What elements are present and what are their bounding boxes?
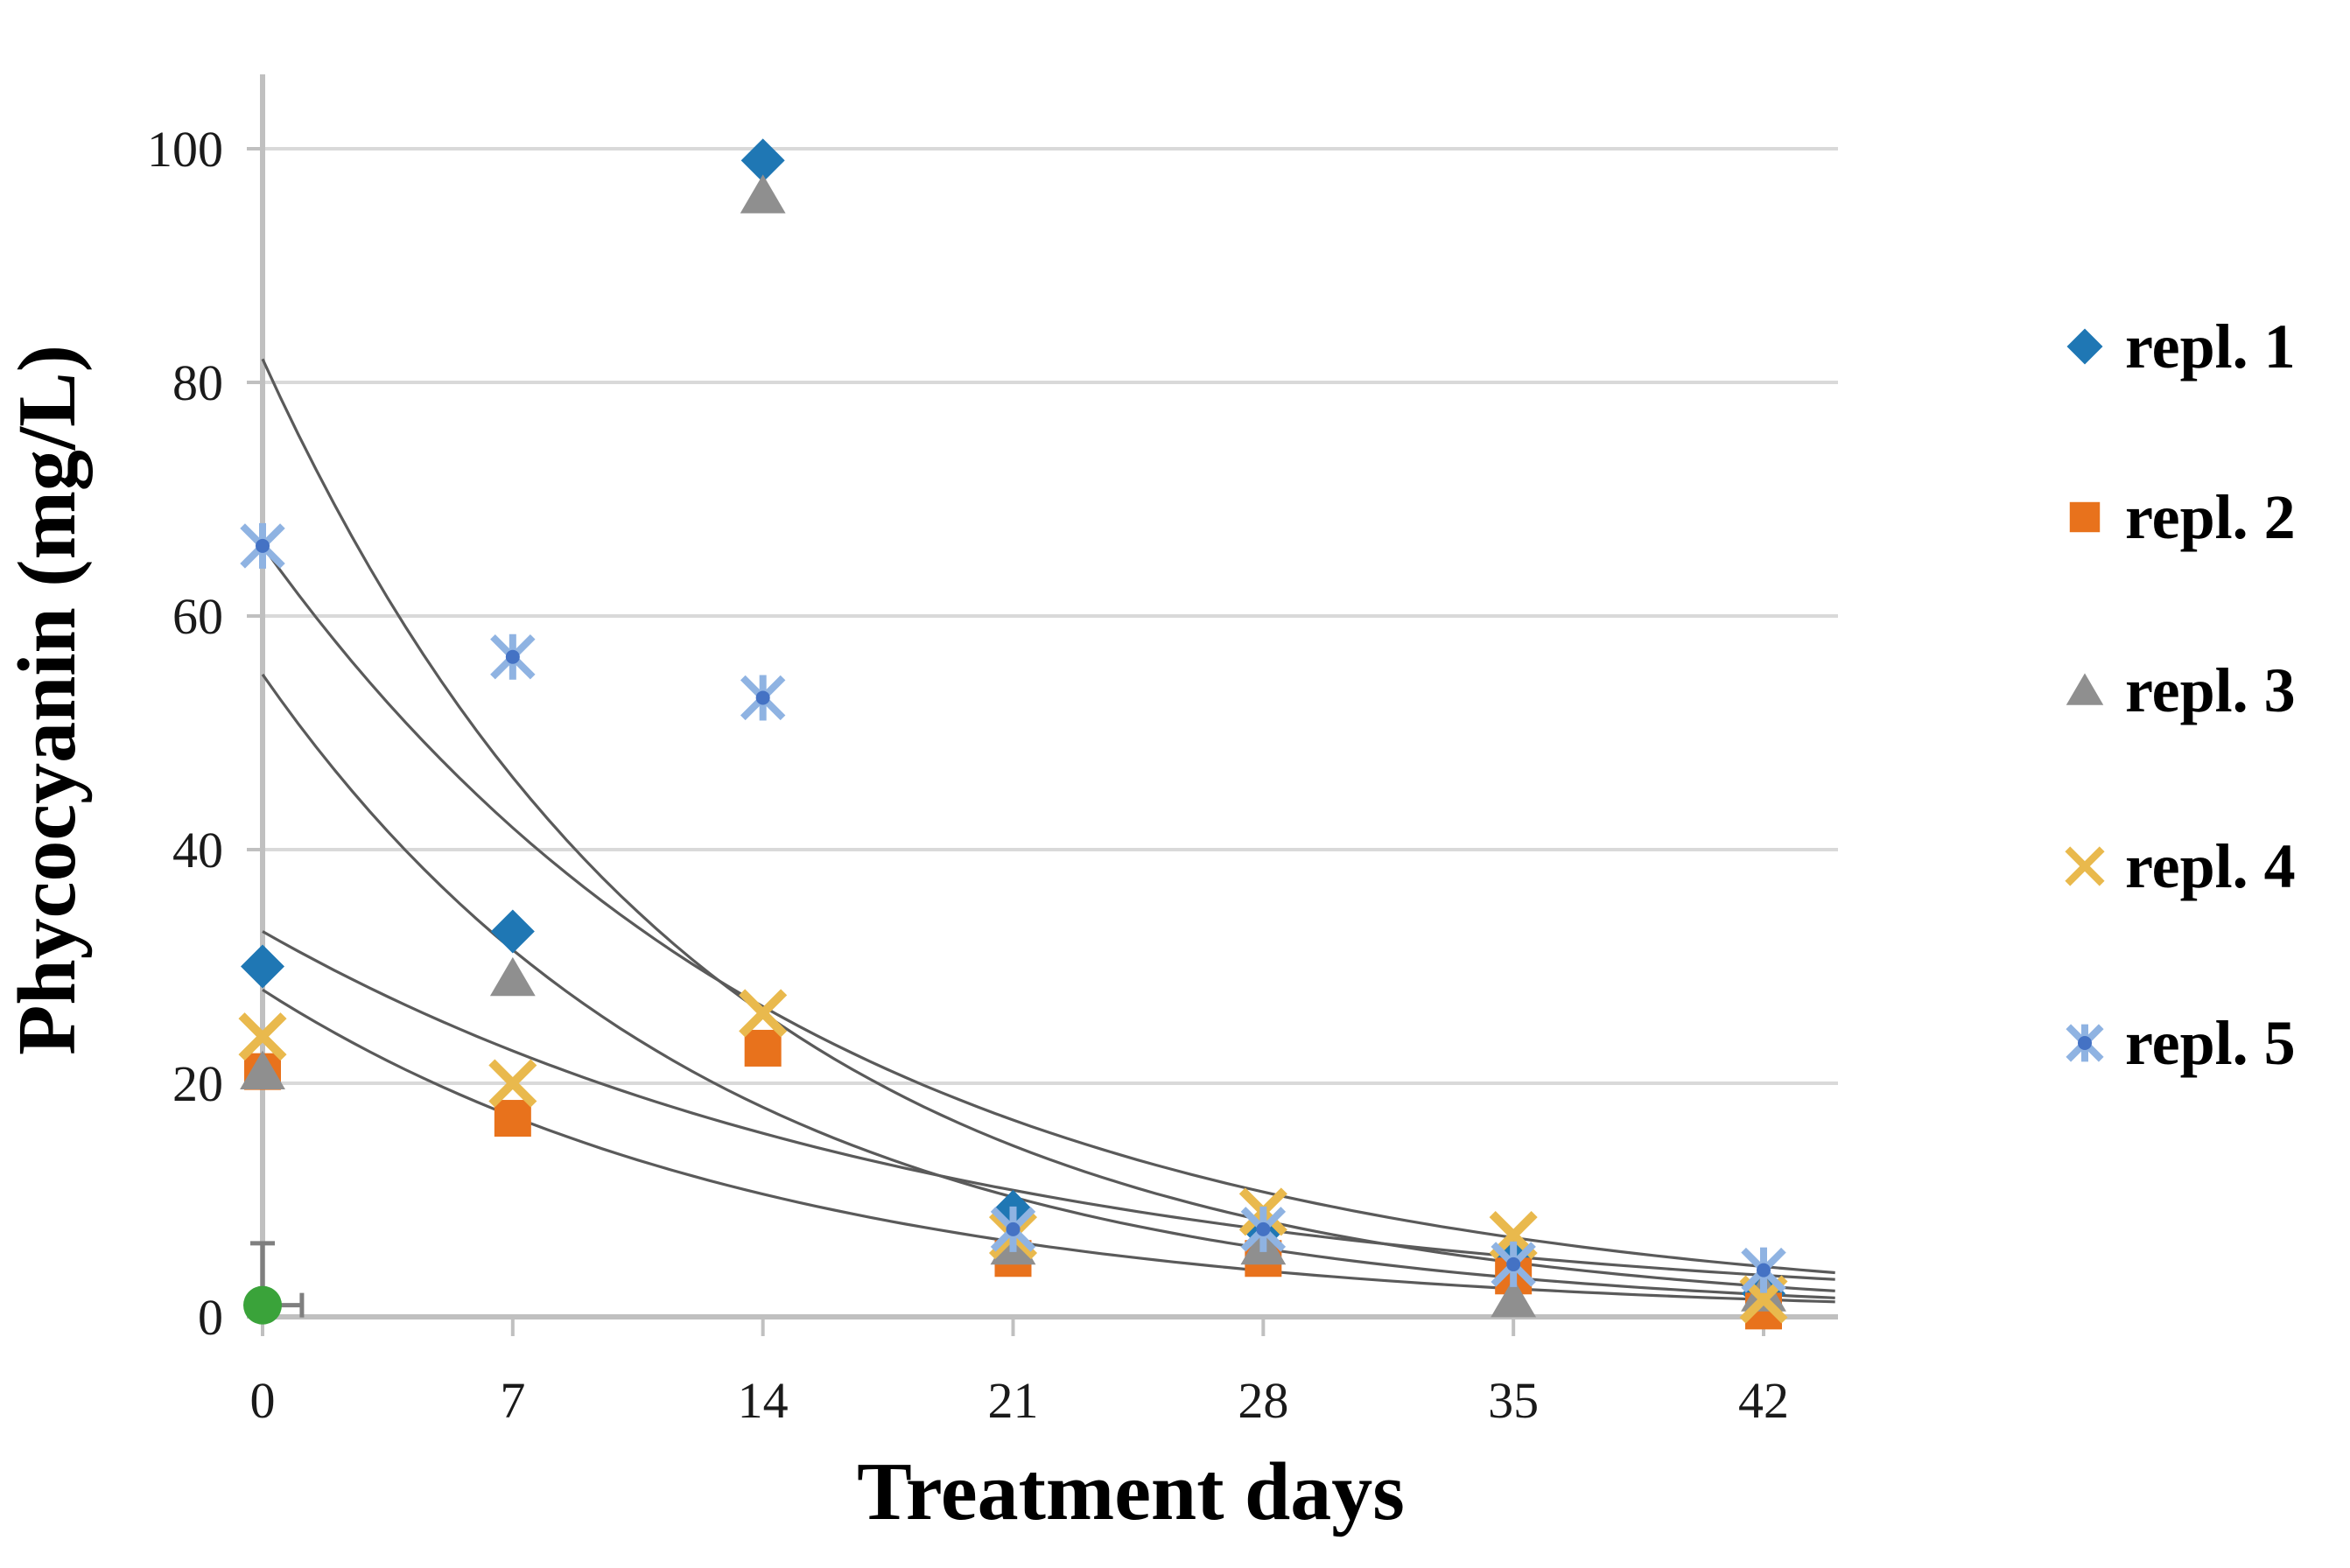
legend-item-5: repl. 5: [2066, 1008, 2296, 1078]
y-tick-label-60: 60: [172, 588, 223, 645]
legend-item-2: repl. 2: [2069, 482, 2296, 552]
data-point-asterisk-center: [755, 690, 770, 705]
y-tick-label-80: 80: [172, 354, 223, 411]
data-point-asterisk-center: [1006, 1222, 1021, 1236]
data-point-diamond: [490, 909, 535, 954]
legend-item-4: repl. 4: [2065, 831, 2296, 901]
x-tick-label-0: 0: [250, 1372, 276, 1429]
legend-label-5: repl. 5: [2125, 1008, 2296, 1078]
data-point-square: [2069, 501, 2101, 533]
trendline-1: [261, 358, 1835, 1292]
y-tick-label-0: 0: [198, 1289, 223, 1346]
x-tick-label-42: 42: [1738, 1372, 1789, 1429]
x-tick-label-7: 7: [500, 1372, 525, 1429]
legend-label-1: repl. 1: [2125, 312, 2296, 382]
x-tick-label-14: 14: [738, 1372, 789, 1429]
axes: [247, 74, 1765, 1336]
legend-item-1: repl. 1: [2066, 312, 2296, 382]
data-point-asterisk-center: [505, 649, 520, 664]
data-point-x: [238, 1012, 287, 1061]
data-point-triangle: [740, 174, 786, 214]
data-point-circle: [243, 1285, 282, 1325]
data-point-square: [494, 1100, 531, 1138]
x-axis-title: Treatment days: [857, 1446, 1405, 1537]
data-point-asterisk-center: [2078, 1036, 2092, 1050]
data-point-x: [2065, 846, 2105, 886]
data-point-triangle: [2066, 673, 2104, 705]
data-point-x: [488, 1059, 537, 1108]
legend-label-2: repl. 2: [2125, 482, 2296, 552]
legend-label-4: repl. 4: [2125, 831, 2296, 901]
y-tick-label-40: 40: [172, 822, 223, 878]
series-repl-2: [244, 1029, 1782, 1330]
x-tick-label-21: 21: [988, 1372, 1039, 1429]
series-repl-3: [240, 174, 1786, 1318]
data-point-asterisk-center: [1757, 1263, 1771, 1278]
trendline-2: [261, 544, 1835, 1275]
data-point-triangle: [240, 1050, 285, 1090]
y-tick-label-20: 20: [172, 1055, 223, 1112]
y-tick-labels: 0 20 40 60 80 100: [147, 121, 223, 1346]
y-tick-label-100: 100: [147, 121, 223, 178]
data-point-triangle: [489, 956, 536, 997]
legend: repl. 1 repl. 2 repl. 3 repl. 4 repl. 5: [2065, 312, 2296, 1078]
data-point-diamond: [740, 138, 785, 183]
x-tick-labels: 0 7 14 21 28 35 42: [250, 1372, 1790, 1429]
data-point-asterisk-center: [256, 538, 270, 553]
data-point-asterisk-center: [1506, 1256, 1521, 1271]
data-point-triangle: [1491, 1278, 1537, 1318]
x-tick-label-35: 35: [1488, 1372, 1539, 1429]
trendlines: [261, 358, 1835, 1304]
data-point-diamond: [241, 944, 284, 989]
data-point-x: [739, 989, 788, 1038]
gridlines: [263, 147, 1838, 1320]
data-point-diamond: [2066, 328, 2103, 365]
trendline-5: [262, 988, 1835, 1304]
legend-item-3: repl. 3: [2066, 655, 2296, 725]
trendline-3: [261, 673, 1835, 1299]
series-repl-5: [240, 522, 1786, 1293]
data-point-square: [744, 1029, 782, 1067]
trendline-4: [262, 930, 1835, 1281]
data-point-asterisk-center: [1256, 1222, 1271, 1236]
extra-green-point: [243, 1241, 305, 1325]
x-tick-label-28: 28: [1238, 1372, 1288, 1429]
legend-label-3: repl. 3: [2125, 655, 2296, 725]
y-axis-title: Phycocyanin (mg/L): [2, 345, 93, 1055]
